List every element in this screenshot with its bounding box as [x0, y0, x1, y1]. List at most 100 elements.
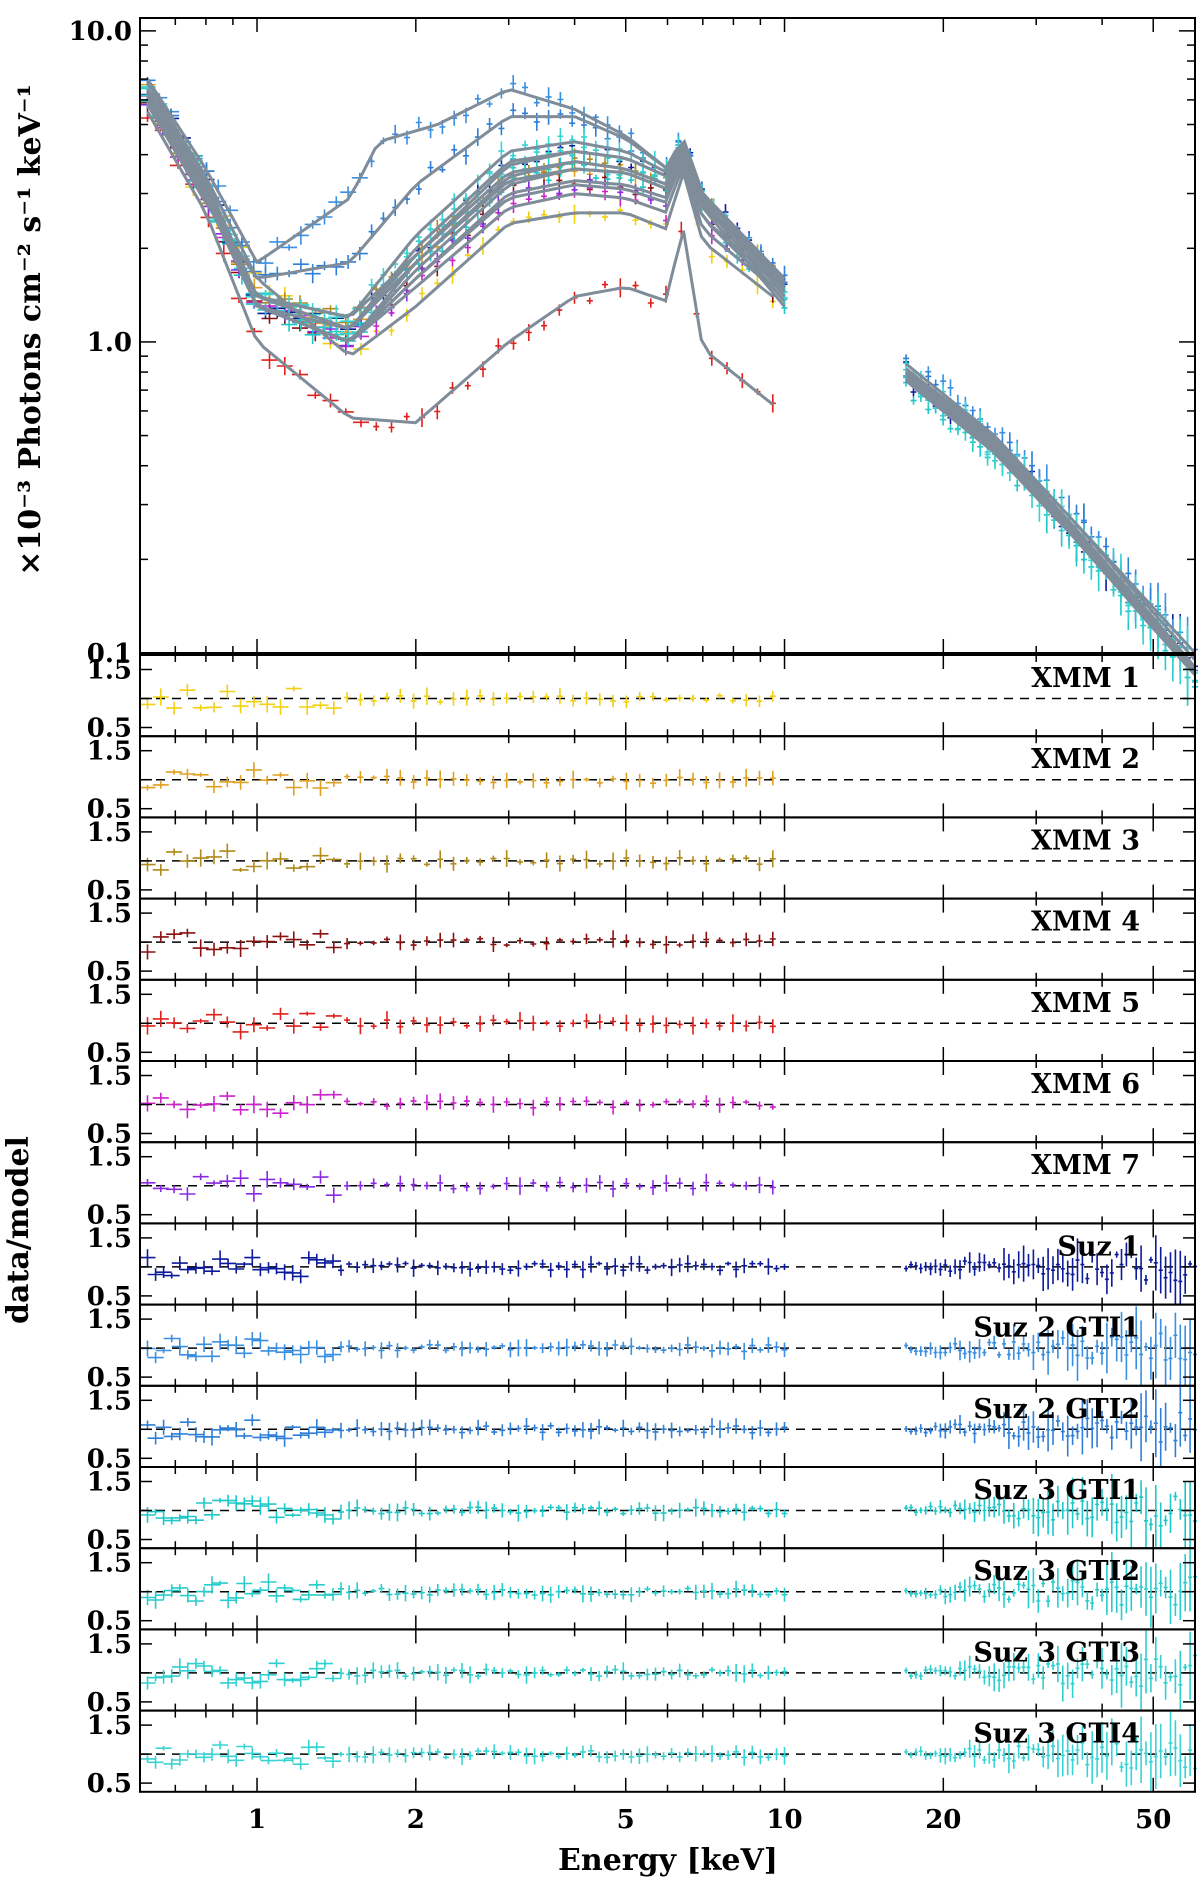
- ratio-data-points: [139, 1235, 1197, 1305]
- ratio-y-tick-label: 0.5: [87, 876, 132, 906]
- y-tick-label: 1.0: [87, 328, 132, 358]
- ratio-y-tick-label: 1.5: [87, 1711, 132, 1741]
- x-tick-label: 2: [407, 1805, 425, 1835]
- panel-label: Suz 3 GTI1: [973, 1475, 1140, 1506]
- ratio-data-points: [139, 762, 776, 796]
- ratio-panel-xmm-5: 0.5 1.5 XMM 5: [87, 978, 1196, 1068]
- x-tick-label: 5: [617, 1805, 635, 1835]
- ratio-data-points: [139, 1089, 776, 1119]
- ratio-y-tick-label: 1.5: [87, 656, 132, 686]
- ratio-data-points: [139, 1170, 776, 1203]
- axis-titles: ×10⁻³ Photons cm⁻² s⁻¹ keV⁻¹ data/model …: [1, 84, 778, 1878]
- model-xmm-5: [146, 110, 774, 425]
- ratio-panel-xmm-3: 0.5 1.5 XMM 3: [87, 816, 1196, 906]
- panel-label: Suz 3 GTI3: [973, 1637, 1140, 1668]
- y-axis-title-main: ×10⁻³ Photons cm⁻² s⁻¹ keV⁻¹: [13, 84, 48, 576]
- ratio-y-ticks: [140, 1074, 1195, 1135]
- ratio-y-tick-label: 0.5: [87, 1363, 132, 1393]
- ratio-panel-suz-2-gti2: 0.5 1.5 Suz 2 GTI2: [87, 1384, 1197, 1474]
- panel-label: XMM 2: [1031, 744, 1140, 775]
- ratio-panel-suz-3-gti1: 0.5 1.5 Suz 3 GTI1: [87, 1466, 1197, 1556]
- ratio-panel-suz-3-gti2: 0.5 1.5 Suz 3 GTI2: [87, 1547, 1197, 1637]
- model-curves: [146, 78, 1197, 676]
- ratio-y-tick-label: 1.5: [87, 1549, 132, 1579]
- ratio-panel-xmm-1: 0.5 1.5 XMM 1: [87, 654, 1196, 744]
- panel-label: XMM 5: [1031, 988, 1140, 1019]
- x-tick-label: 50: [1135, 1805, 1171, 1835]
- panel-label: XMM 1: [1031, 663, 1140, 694]
- ratio-data-points: [139, 1548, 1197, 1628]
- ratio-y-ticks: [140, 831, 1195, 891]
- ratio-y-tick-label: 0.5: [87, 1526, 132, 1556]
- ratio-panel-xmm-4: 0.5 1.5 XMM 4: [87, 897, 1196, 987]
- ratio-y-tick-label: 1.5: [87, 1143, 132, 1173]
- ratio-y-tick-label: 1.5: [87, 1062, 132, 1092]
- panel-label: XMM 3: [1031, 825, 1140, 856]
- ratio-panel-xmm-2: 0.5 1.5 XMM 2: [87, 735, 1196, 825]
- series-xmm-3: [139, 93, 776, 329]
- ratio-y-ticks: [140, 1643, 1195, 1703]
- ratio-data-points: [139, 928, 776, 960]
- ratio-y-tick-label: 0.5: [87, 1120, 132, 1150]
- ratio-panel-suz-3-gti3: 0.5 1.5 Suz 3 GTI3: [87, 1628, 1197, 1718]
- panel-label: Suz 2 GTI2: [973, 1394, 1140, 1425]
- ratio-y-ticks: [140, 668, 1195, 729]
- model-hxd-suz-3-gti2: [905, 377, 1197, 673]
- ratio-panel-xmm-7: 0.5 1.5 XMM 7: [87, 1141, 1196, 1231]
- ratio-y-tick-label: 0.5: [87, 1201, 132, 1231]
- ratio-y-tick-label: 0.5: [87, 1607, 132, 1637]
- ratio-y-tick-label: 1.5: [87, 1468, 132, 1498]
- ratio-y-tick-label: 1.5: [87, 1224, 132, 1254]
- model-xmm-2: [146, 90, 774, 329]
- ratio-data-points: [139, 1007, 776, 1040]
- x-tick-label: 20: [925, 1805, 961, 1835]
- panel-label: Suz 3 GTI4: [973, 1719, 1140, 1750]
- ratio-y-tick-label: 1.5: [87, 737, 132, 767]
- model-hxd-suz-2-gti2: [905, 367, 1197, 661]
- ratio-panel-suz-2-gti1: 0.5 1.5 Suz 2 GTI1: [87, 1303, 1197, 1393]
- y-tick-label: 0.1: [87, 639, 132, 669]
- ratio-panel-suz-3-gti4: 0.5 1.5 Suz 3 GTI4: [87, 1709, 1197, 1799]
- ratio-y-ticks: [140, 1561, 1195, 1622]
- panel-label: XMM 7: [1031, 1150, 1140, 1181]
- ratio-y-tick-label: 1.5: [87, 980, 132, 1010]
- model-suz-2-gti2: [146, 82, 786, 284]
- ratio-y-ticks: [140, 1480, 1195, 1541]
- panel-label: XMM 4: [1031, 907, 1140, 938]
- ratio-panel-suz-1: 0.5 1.5 Suz 1: [87, 1222, 1197, 1312]
- ratio-y-ticks: [140, 1399, 1195, 1460]
- ratio-y-tick-label: 1.5: [87, 899, 132, 929]
- x-tick-label: 1: [248, 1805, 266, 1835]
- main-y-ticks: [140, 30, 1195, 654]
- ratio-y-tick-label: 0.5: [87, 1688, 132, 1718]
- ratio-y-ticks: [140, 1318, 1195, 1378]
- x-axis-title: Energy [keV]: [558, 1843, 778, 1878]
- ratio-y-tick-label: 0.5: [87, 1769, 132, 1799]
- model-hxd-suz-3-gti3: [905, 374, 1197, 672]
- main-spectrum-panel: 0.1 1.0 10.0: [69, 17, 1198, 711]
- ratio-y-ticks: [140, 1237, 1195, 1297]
- ratio-y-tick-label: 0.5: [87, 1038, 132, 1068]
- ratio-y-tick-label: 0.5: [87, 714, 132, 744]
- ratio-data-points: [139, 1474, 1197, 1549]
- panel-label: Suz 3 GTI2: [973, 1556, 1140, 1587]
- ratio-data-points: [139, 683, 776, 715]
- ratio-data-points: [139, 1629, 1197, 1711]
- ratio-y-tick-label: 0.5: [87, 1282, 132, 1312]
- ratio-y-ticks: [140, 912, 1195, 972]
- ratio-y-ticks: [140, 749, 1195, 810]
- ratio-y-tick-label: 0.5: [87, 957, 132, 987]
- ratio-data-points: [139, 843, 776, 876]
- ratio-y-tick-label: 1.5: [87, 1305, 132, 1335]
- ratio-y-tick-label: 1.5: [87, 1386, 132, 1416]
- ratio-panels: 0.51.5 XMM 10.51.5 XMM 20.51.5 XMM 30.51.5 X…: [87, 18, 1197, 1835]
- model-suz-3-gti2: [146, 94, 786, 343]
- ratio-y-ticks: [140, 1155, 1195, 1216]
- panel-label: Suz 1: [1057, 1231, 1140, 1262]
- ratio-data-points: [139, 1385, 1197, 1467]
- model-hxd-suz-3-gti1: [905, 379, 1197, 676]
- ratio-y-tick-label: 1.5: [87, 818, 132, 848]
- panel-label: XMM 6: [1031, 1069, 1140, 1100]
- y-axis-title-ratio: data/model: [1, 1136, 36, 1324]
